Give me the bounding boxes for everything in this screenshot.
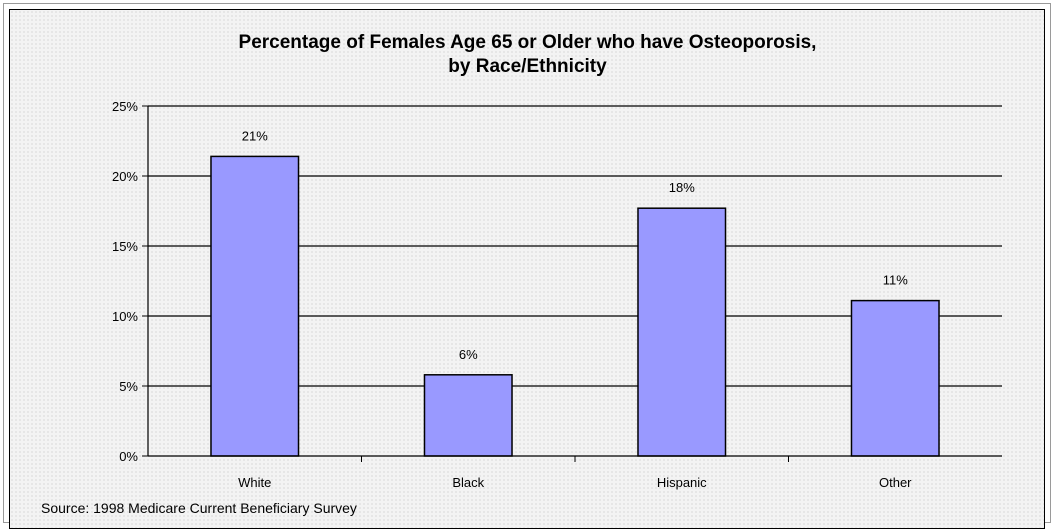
x-tick-label: Hispanic <box>657 475 707 490</box>
axes <box>142 105 1002 462</box>
y-tick-label: 10% <box>112 309 138 324</box>
y-tick-label: 25% <box>112 99 138 114</box>
x-tick-label: White <box>238 475 271 490</box>
y-tick-label: 20% <box>112 169 138 184</box>
bar-other <box>850 299 940 457</box>
bars <box>210 155 940 457</box>
data-label: 18% <box>669 180 695 195</box>
data-label: 11% <box>883 273 908 288</box>
y-tick-label: 5% <box>119 379 138 394</box>
labels: 0% 5% 10% 15% 20% 25% 21% White 6% Black 18% Hispan… <box>112 99 912 490</box>
y-tick-label: 0% <box>119 449 138 464</box>
bar-black <box>423 374 513 457</box>
x-tick-label: Other <box>879 475 912 490</box>
data-label: 6% <box>459 347 478 362</box>
bar-chart: 0% 5% 10% 15% 20% 25% 21% White 6% Black 18% Hispan… <box>112 99 1002 490</box>
source-note: Source: 1998 Medicare Current Beneficiar… <box>41 500 357 516</box>
chart-title: Percentage of Females Age 65 or Older wh… <box>238 32 817 53</box>
data-label: 21% <box>242 128 268 143</box>
chart-frame: Percentage of Females Age 65 or Older wh… <box>3 3 1051 529</box>
chart-subtitle: by Race/Ethnicity <box>448 56 607 77</box>
y-tick-label: 15% <box>112 239 138 254</box>
bar-hispanic <box>637 207 727 457</box>
x-tick-label: Black <box>452 475 484 490</box>
bar-white <box>210 155 300 457</box>
